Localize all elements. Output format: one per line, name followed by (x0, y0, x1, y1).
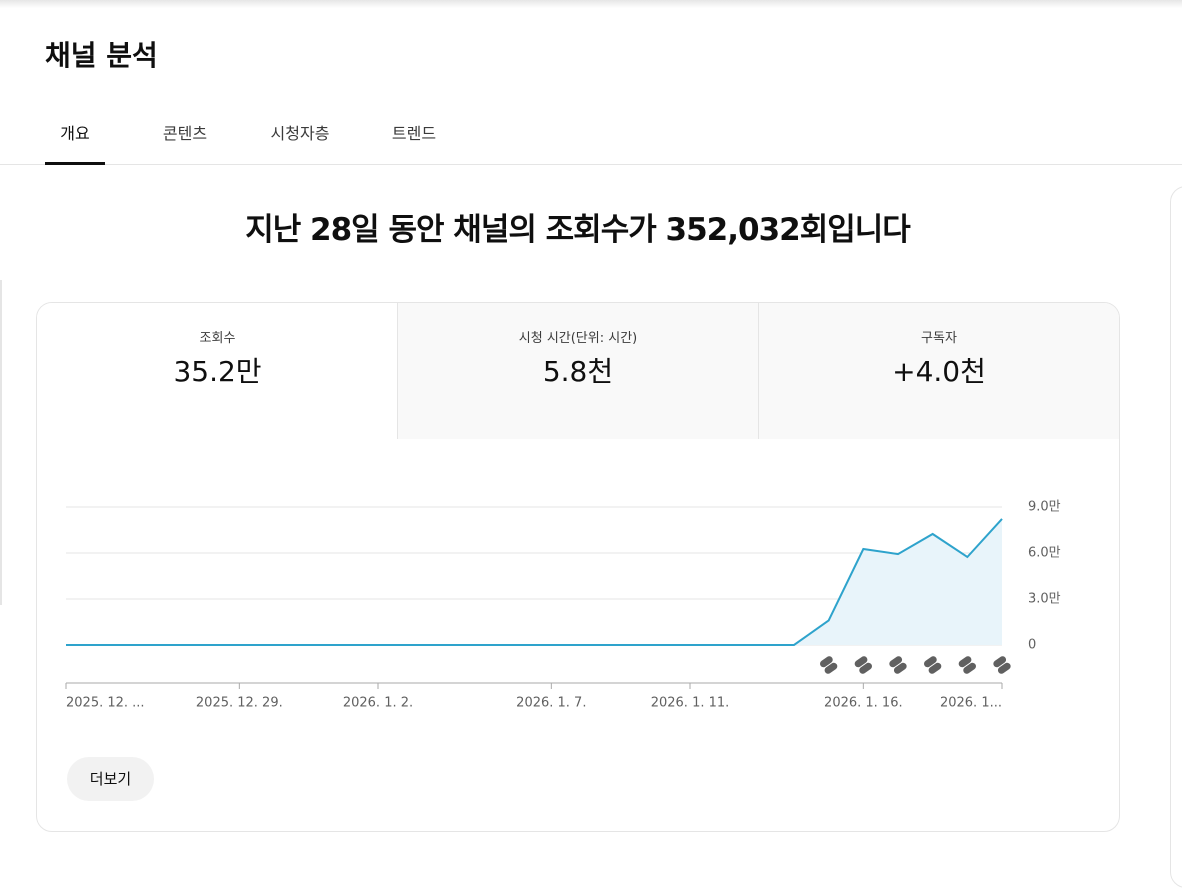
tab[interactable]: 콘텐츠 (162, 124, 208, 143)
tab[interactable]: 개요 (45, 120, 105, 165)
analytics-card: 조회수 35.2만 시청 시간(단위: 시간) 5.8천 구독자 +4.0천 더… (36, 302, 1120, 832)
metric-tab[interactable]: 시청 시간(단위: 시간) 5.8천 (397, 303, 758, 439)
metric-value: +4.0천 (892, 355, 986, 388)
metric-label: 구독자 (921, 331, 957, 346)
metric-tab[interactable]: 조회수 35.2만 (37, 303, 398, 439)
tab[interactable]: 시청자층 (270, 124, 330, 143)
left-edge (0, 280, 2, 605)
more-button[interactable]: 더보기 (67, 757, 154, 801)
page-title: 채널 분석 (45, 39, 158, 72)
metric-label: 시청 시간(단위: 시간) (518, 331, 638, 346)
side-card (1170, 186, 1182, 888)
metric-value: 35.2만 (173, 355, 262, 388)
metric-label: 조회수 (199, 331, 236, 346)
metric-tab[interactable]: 구독자 +4.0천 (758, 303, 1119, 439)
top-shadow (0, 0, 1182, 8)
tab-bar: 개요 콘텐츠 시청자층 트렌드 (0, 112, 1182, 165)
tab[interactable]: 트렌드 (391, 124, 437, 143)
headline: 지난 28일 동안 채널의 조회수가 352,032회입니다 (245, 212, 911, 248)
metric-value: 5.8천 (542, 355, 614, 388)
